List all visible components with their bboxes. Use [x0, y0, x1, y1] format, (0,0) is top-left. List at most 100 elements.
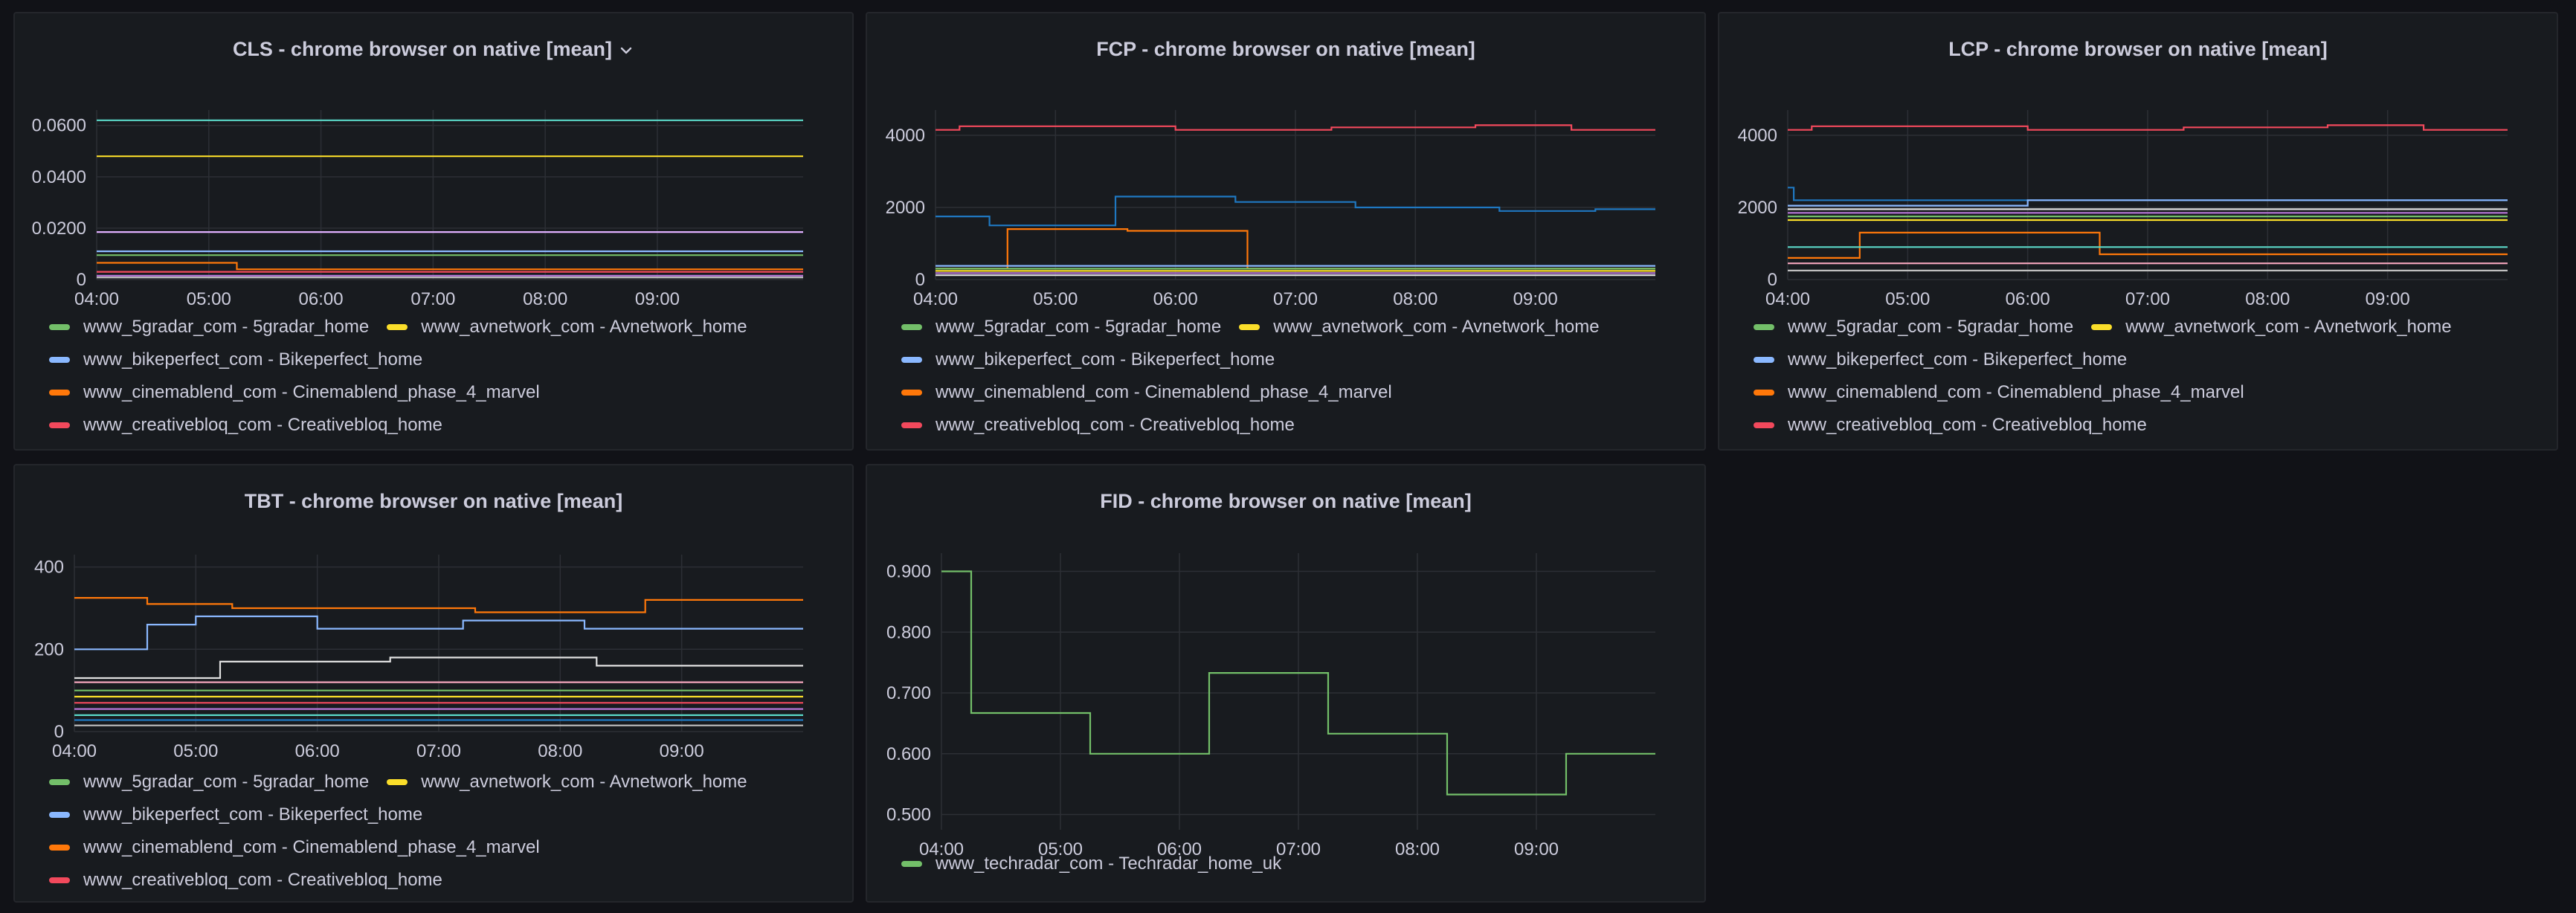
y-tick-label: 0.0400: [32, 167, 86, 187]
legend-label: www_avnetwork_com - Avnetwork_home: [2125, 317, 2452, 337]
legend-label: www_avnetwork_com - Avnetwork_home: [421, 772, 747, 792]
legend-swatch: [49, 357, 70, 363]
x-tick-label: 06:00: [1157, 839, 1202, 859]
legend-item[interactable]: www_bikeperfect_com - Bikeperfect_home: [901, 343, 1275, 376]
legend-item[interactable]: www_avnetwork_com - Avnetwork_home: [387, 311, 747, 343]
x-tick-label: 08:00: [1393, 289, 1437, 309]
x-tick-label: 04:00: [74, 289, 119, 309]
legend-item[interactable]: www_5gradar_com - 5gradar_home: [901, 311, 1221, 343]
y-tick-label: 2000: [1738, 198, 1777, 218]
chart-cls[interactable]: 0 0.0200 0.0400 0.0600 04:00 05:00 06:00 07:00 0…: [15, 13, 855, 326]
legend-swatch: [1239, 324, 1260, 330]
x-tick-label: 04:00: [919, 839, 964, 859]
series-line: [97, 262, 803, 271]
x-tick-label: 05:00: [1885, 289, 1930, 309]
legend-item[interactable]: www_avnetwork_com - Avnetwork_home: [1239, 311, 1600, 343]
panel-title-fcp[interactable]: FCP - chrome browser on native [mean]: [1096, 38, 1475, 60]
series-line: [936, 196, 1655, 227]
series-line: [941, 570, 1655, 796]
y-tick-label: 400: [34, 558, 64, 578]
chart-fid[interactable]: 0.500 0.600 0.700 0.800 0.900 04:00 05:00 06:00…: [867, 465, 1707, 867]
legend-item[interactable]: www_cinemablend_com - Cinemablend_phase_…: [49, 831, 540, 864]
x-tick-label: 09:00: [635, 289, 680, 309]
legend-label: www_cinemablend_com - Cinemablend_phase_…: [936, 382, 1392, 402]
chart-fcp[interactable]: 0 2000 4000 04:00 05:00 06:00 07:00 08:00 09:00: [867, 13, 1707, 326]
y-tick-label: 2000: [886, 198, 925, 218]
legend-item[interactable]: www_creativebloq_com - Creativebloq_home: [1754, 409, 2147, 442]
x-tick-label: 07:00: [1273, 289, 1318, 309]
legend-item[interactable]: www_5gradar_com - 5gradar_home: [49, 311, 369, 343]
panel-fcp: FCP - chrome browser on native [mean] 0 2…: [866, 12, 1706, 451]
x-tick-label: 07:00: [410, 289, 455, 309]
y-tick-label: 0.500: [886, 805, 931, 825]
legend-item[interactable]: www_techradar_com - Techradar_home_uk: [901, 848, 1281, 880]
chart-lcp[interactable]: 0 2000 4000 04:00 05:00 06:00 07:00 08:00 09:00: [1719, 13, 2560, 326]
x-tick-label: 09:00: [1514, 839, 1559, 859]
legend-label: www_cinemablend_com - Cinemablend_phase_…: [83, 382, 540, 402]
y-tick-label: 0: [915, 270, 925, 290]
legend-item[interactable]: www_bikeperfect_com - Bikeperfect_home: [49, 799, 422, 831]
y-tick-label: 0: [1768, 270, 1777, 290]
y-tick-label: 4000: [1738, 126, 1777, 146]
legend-swatch: [901, 861, 922, 867]
legend-swatch: [49, 812, 70, 818]
legend-label: www_cinemablend_com - Cinemablend_phase_…: [1788, 382, 2244, 402]
legend-label: www_creativebloq_com - Creativebloq_home: [83, 870, 442, 890]
chart-tbt[interactable]: 0 200 400 04:00 05:00 06:00 07:00 08:00 09:00: [15, 465, 855, 778]
legend-item[interactable]: www_creativebloq_com - Creativebloq_home: [49, 409, 442, 442]
legend-item[interactable]: www_5gradar_com - 5gradar_home: [49, 766, 369, 799]
panel-title-tbt[interactable]: TBT - chrome browser on native [mean]: [244, 490, 623, 512]
y-tick-label: 0.0600: [32, 116, 86, 136]
x-tick-label: 09:00: [660, 741, 704, 761]
legend-label: www_5gradar_com - 5gradar_home: [83, 317, 370, 337]
panel-title-cls-text[interactable]: CLS - chrome browser on native [mean]: [232, 38, 613, 60]
legend-label: www_avnetwork_com - Avnetwork_home: [1273, 317, 1600, 337]
legend-swatch: [901, 324, 922, 330]
legend-item[interactable]: www_bikeperfect_com - Bikeperfect_home: [49, 343, 422, 376]
legend-swatch: [387, 324, 408, 330]
series-line: [1788, 199, 2508, 207]
y-tick-label: 200: [34, 639, 64, 659]
legend-cls: www_5gradar_com - 5gradar_home www_avnetw…: [49, 311, 837, 442]
legend-item[interactable]: www_5gradar_com - 5gradar_home: [1754, 311, 2073, 343]
legend-label: www_5gradar_com - 5gradar_home: [936, 317, 1222, 337]
legend-item[interactable]: www_creativebloq_com - Creativebloq_home: [901, 409, 1295, 442]
x-tick-label: 09:00: [2366, 289, 2410, 309]
legend-label: www_bikeperfect_com - Bikeperfect_home: [1788, 349, 2128, 370]
panel-fid: FID - chrome browser on native [mean] 0.…: [866, 464, 1706, 903]
legend-item[interactable]: www_creativebloq_com - Creativebloq_home: [49, 864, 442, 897]
legend-item[interactable]: www_avnetwork_com - Avnetwork_home: [2091, 311, 2452, 343]
legend-swatch: [1754, 324, 1774, 330]
x-tick-label: 07:00: [416, 741, 461, 761]
x-tick-label: 08:00: [2245, 289, 2290, 309]
legend-item[interactable]: www_cinemablend_com - Cinemablend_phase_…: [49, 376, 540, 409]
legend-item[interactable]: www_cinemablend_com - Cinemablend_phase_…: [1754, 376, 2244, 409]
x-tick-label: 06:00: [295, 741, 340, 761]
legend-swatch: [901, 390, 922, 396]
panel-title-fid[interactable]: FID - chrome browser on native [mean]: [1100, 490, 1472, 512]
series-line: [74, 615, 803, 651]
legend-item[interactable]: www_bikeperfect_com - Bikeperfect_home: [1754, 343, 2127, 376]
panel-title-lcp[interactable]: LCP - chrome browser on native [mean]: [1948, 38, 2328, 60]
y-tick-label: 0.600: [886, 744, 931, 764]
series-line: [936, 124, 1655, 131]
legend-swatch: [1754, 357, 1774, 363]
legend-swatch: [49, 390, 70, 396]
legend-swatch: [49, 422, 70, 428]
legend-item[interactable]: www_cinemablend_com - Cinemablend_phase_…: [901, 376, 1392, 409]
x-tick-label: 08:00: [523, 289, 567, 309]
x-tick-label: 09:00: [1513, 289, 1558, 309]
legend-fcp: www_5gradar_com - 5gradar_home www_avnetw…: [901, 311, 1690, 442]
x-tick-label: 06:00: [299, 289, 344, 309]
legend-item[interactable]: www_avnetwork_com - Avnetwork_home: [387, 766, 747, 799]
chevron-down-icon[interactable]: [618, 42, 634, 59]
legend-label: www_creativebloq_com - Creativebloq_home: [936, 415, 1295, 435]
panel-tbt: TBT - chrome browser on native [mean] 0 2…: [13, 464, 854, 903]
panel-title-cls[interactable]: CLS - chrome browser on native [mean]: [15, 34, 852, 64]
panel-lcp: LCP - chrome browser on native [mean] 0 2…: [1718, 12, 2558, 451]
legend-label: www_bikeperfect_com - Bikeperfect_home: [83, 804, 423, 825]
legend-swatch: [49, 877, 70, 883]
x-tick-label: 08:00: [1395, 839, 1440, 859]
x-tick-label: 06:00: [2006, 289, 2050, 309]
